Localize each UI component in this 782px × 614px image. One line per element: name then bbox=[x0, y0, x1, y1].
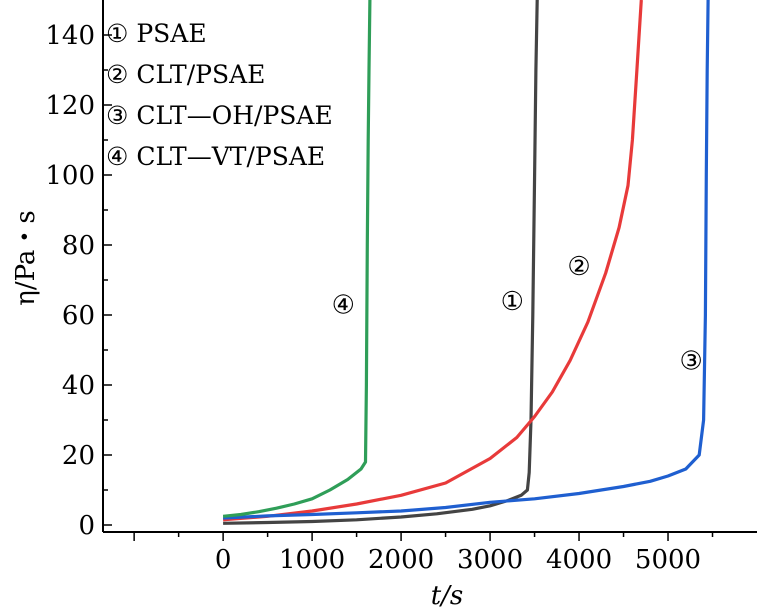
x-tick-label: 3000 bbox=[457, 545, 523, 575]
y-axis-title: η/Pa・s bbox=[11, 210, 41, 306]
curve-label-1: ① bbox=[501, 287, 524, 317]
legend-item-3: ③ CLT—OH/PSAE bbox=[106, 101, 333, 130]
legend-item-4: ④ CLT—VT/PSAE bbox=[106, 142, 325, 171]
series-2-line bbox=[222, 0, 643, 522]
x-tick-label: 5000 bbox=[635, 545, 701, 575]
series-layer bbox=[222, 0, 710, 525]
legend-item-1: ① PSAE bbox=[106, 19, 207, 48]
y-tick-label: 140 bbox=[45, 21, 95, 51]
legend-item-2: ② CLT/PSAE bbox=[106, 60, 265, 89]
legend: ① PSAE ② CLT/PSAE ③ CLT—OH/PSAE ④ CLT—VT/PS… bbox=[106, 19, 333, 171]
curve-label-4: ④ bbox=[332, 291, 355, 321]
x-tick-label: 2000 bbox=[368, 545, 434, 575]
series-1-line bbox=[223, 0, 539, 525]
curve-label-2: ② bbox=[567, 252, 590, 282]
axes-layer: 0 20 40 60 80 100 120 140 0 1000 2000 3000 4000 5000 bbox=[45, 0, 757, 575]
y-tick-label: 80 bbox=[62, 231, 95, 261]
y-tick-label: 20 bbox=[62, 441, 95, 471]
series-3-line bbox=[223, 0, 710, 520]
y-tick-label: 120 bbox=[45, 91, 95, 121]
y-tick-label: 0 bbox=[78, 511, 95, 541]
x-axis-title: t/s bbox=[431, 581, 464, 611]
curve-label-3: ③ bbox=[679, 347, 702, 377]
y-tick-label: 40 bbox=[62, 371, 95, 401]
series-4-line bbox=[222, 0, 372, 518]
y-tick-label: 100 bbox=[45, 161, 95, 191]
x-tick-label: 0 bbox=[215, 545, 232, 575]
x-tick-label: 4000 bbox=[546, 545, 612, 575]
x-tick-label: 1000 bbox=[279, 545, 345, 575]
y-tick-label: 60 bbox=[62, 301, 95, 331]
